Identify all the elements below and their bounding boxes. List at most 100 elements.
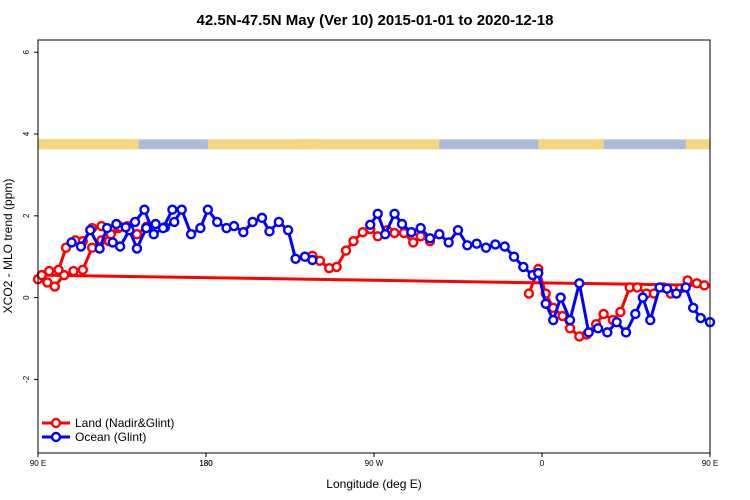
series-1-point-2-1	[75, 241, 87, 252]
series-1-point-0-5	[150, 218, 161, 230]
series-1-point-1-32	[645, 314, 656, 326]
series-1-point-2-9	[148, 229, 159, 240]
series-1-point-0-10	[195, 222, 206, 234]
series-1-point-1-0	[365, 219, 376, 231]
series-0-point-2-11	[615, 306, 626, 318]
series-1-point-1-25	[583, 327, 594, 338]
series-1-point-2-11	[167, 204, 178, 215]
y-tick-label-3: 4	[22, 131, 31, 136]
series-1-line-1	[369, 212, 711, 334]
series-layer	[32, 204, 716, 342]
series-0-point-0-1	[42, 277, 53, 288]
chart-title: 42.5N-47.5N May (Ver 10) 2015-01-01 to 2…	[197, 12, 554, 29]
band-land-2-0	[538, 139, 604, 150]
series-1-point-0-9	[185, 229, 197, 240]
legend-land-label: Land (Nadir&Glint)	[75, 416, 174, 430]
series-1-point-2-0	[66, 237, 77, 248]
legend-item-ocean: Ocean (Glint)	[42, 430, 146, 444]
series-0-point-0-2	[49, 281, 60, 292]
series-1-point-0-1	[114, 241, 126, 252]
band-land-1-0	[295, 139, 440, 150]
series-0-point-1-12	[408, 237, 419, 248]
series-0-point-1-5	[348, 235, 359, 247]
series-0-point-3-3	[44, 265, 55, 277]
series-1-point-2-5	[111, 218, 122, 230]
series-1-point-1-4	[396, 218, 408, 230]
series-0-point-1-4	[340, 245, 352, 256]
series-1-point-0-21	[290, 253, 301, 264]
legend: Land (Nadir&Glint) Ocean (Glint)	[42, 416, 174, 444]
series-1-point-1-23	[564, 314, 576, 326]
series-1-point-1-38	[695, 312, 706, 324]
series-1-point-2-6	[120, 222, 131, 233]
x-tick-label-5: 180	[199, 459, 213, 468]
series-0-point-3-4	[53, 264, 64, 276]
series-1-point-0-4	[141, 222, 152, 234]
series-1-point-1-37	[688, 302, 699, 314]
series-1-point-1-27	[602, 327, 613, 338]
series-1-point-0-18	[264, 226, 275, 237]
series-1-point-1-31	[637, 292, 648, 303]
series-1-point-2-2	[85, 224, 96, 236]
series-1-point-1-22	[555, 292, 566, 303]
series-1-point-0-15	[238, 226, 249, 238]
series-1-point-1-28	[611, 316, 622, 328]
series-0-point-1-10	[389, 227, 400, 239]
series-1-point-1-5	[406, 226, 417, 238]
series-1-point-0-16	[247, 216, 258, 228]
series-0-point-0-5	[77, 264, 89, 276]
band-land-3-1	[38, 139, 136, 150]
series-1-point-2-8	[139, 204, 150, 215]
series-1-point-2-7	[129, 216, 141, 228]
legend-ocean-marker	[50, 431, 62, 443]
x-tick-label-1: 180	[199, 459, 213, 468]
series-1-point-1-2	[380, 229, 391, 240]
series-1-point-0-14	[228, 220, 240, 232]
y-axis-label: XCO2 - MLO trend (ppm)	[1, 179, 15, 314]
series-1-point-1-36	[680, 282, 691, 293]
series-0-point-2-9	[598, 308, 609, 320]
series-1-point-2-10	[157, 222, 169, 234]
legend-item-land: Land (Nadir&Glint)	[42, 416, 174, 430]
series-1-point-0-12	[211, 216, 223, 228]
series-1-point-1-12	[471, 238, 482, 249]
series-1-point-1-35	[671, 288, 682, 299]
x-axis-label: Longitude (deg E)	[326, 477, 421, 491]
series-1-point-0-20	[282, 224, 294, 236]
series-1-point-1-1	[372, 208, 383, 219]
series-1-point-0-3	[131, 243, 143, 254]
surface-type-band	[38, 139, 710, 150]
y-axis-ticks: -2 0 2 4 6	[22, 49, 38, 383]
series-1-point-1-3	[389, 208, 400, 219]
x-tick-label-0: 90 E	[30, 459, 46, 468]
series-1	[66, 204, 716, 338]
series-1-point-1-13	[480, 242, 492, 253]
series-0-point-2-0	[523, 288, 535, 299]
series-1-point-2-3	[94, 243, 105, 254]
series-1-point-0-17	[256, 212, 268, 224]
x-tick-label-3: 0	[540, 459, 545, 468]
band-land-3-0	[685, 139, 710, 150]
legend-ocean-label: Ocean (Glint)	[75, 430, 146, 444]
series-1-point-1-19	[533, 267, 544, 279]
series-1-point-1-14	[490, 239, 501, 250]
series-0-point-0-4	[68, 265, 79, 277]
series-0-point-2-5	[564, 323, 576, 334]
series-0-point-2-4	[557, 310, 568, 322]
series-0-point-0-11	[131, 229, 143, 240]
series-1-point-1-8	[434, 229, 445, 240]
series-1-point-0-7	[169, 216, 180, 228]
series-1-point-1-20	[540, 298, 551, 309]
series-1-point-1-24	[574, 278, 585, 289]
series-0-point-1-3	[331, 261, 342, 273]
series-0-point-3-1	[699, 280, 710, 291]
series-0	[32, 220, 710, 342]
series-1-point-0-0	[107, 237, 118, 248]
band-land-4-0	[207, 139, 318, 150]
series-1-point-1-21	[548, 314, 559, 326]
series-0-point-2-13	[632, 282, 643, 293]
y-tick-label-4: 6	[22, 49, 31, 54]
x-tick-label-4: 90 E	[702, 459, 718, 468]
